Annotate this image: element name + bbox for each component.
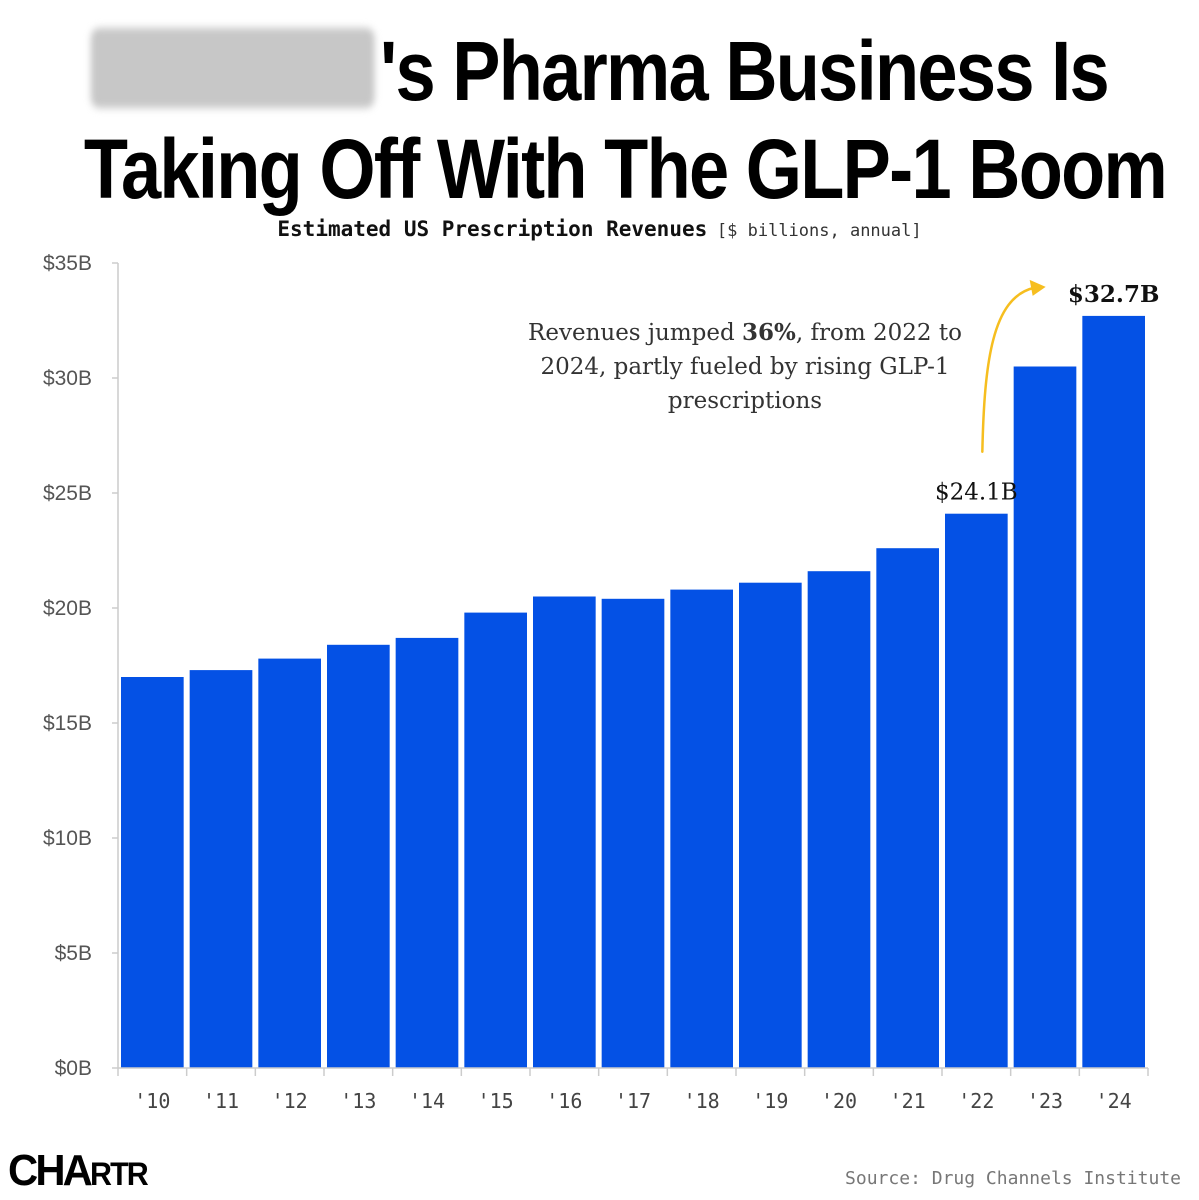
x-tick-label: '11	[203, 1089, 239, 1113]
x-tick-label: '22	[958, 1089, 994, 1113]
bar	[258, 658, 321, 1068]
y-tick-label: $30B	[43, 367, 92, 390]
x-tick-label: '15	[478, 1089, 514, 1113]
chartr-logo: CHARTR	[8, 1146, 149, 1196]
x-tick-label: '14	[409, 1089, 445, 1113]
y-axis: $0B $5B $10B $15B $20B $25B $30B $35B	[43, 252, 119, 1080]
chart-annotation: Revenues jumped 36%, from 2022 to 2024, …	[520, 316, 970, 418]
y-tick-label: $0B	[55, 1057, 92, 1080]
bar	[533, 596, 596, 1068]
chart-subtitle: Estimated US Prescription Revenues [$ bi…	[0, 217, 1199, 241]
data-label: $32.7B	[1068, 281, 1159, 308]
bar	[1082, 315, 1145, 1068]
bar	[395, 637, 459, 1068]
annotation-text-before: Revenues jumped	[528, 320, 743, 346]
bar	[807, 571, 871, 1068]
data-label: $24.1B	[935, 480, 1018, 506]
x-tick-label: '24	[1096, 1089, 1132, 1113]
subtitle-unit: [$ billions, annual]	[716, 221, 922, 241]
y-tick-label: $5B	[55, 942, 92, 965]
chart-title: 's Pharma Business Is Taking Off With Th…	[83, 22, 1168, 218]
x-tick-label: '21	[890, 1089, 926, 1113]
y-tick-label: $15B	[43, 712, 92, 735]
x-tick-label: '13	[340, 1089, 376, 1113]
logo-text-big: CHA	[8, 1146, 93, 1195]
x-tick-label: '18	[684, 1089, 720, 1113]
bar	[121, 677, 184, 1068]
x-tick-label: '10	[134, 1089, 170, 1113]
source-note: Source: Drug Channels Institute	[845, 1168, 1181, 1189]
bar	[327, 644, 390, 1068]
x-tick-label: '23	[1027, 1089, 1063, 1113]
bars	[121, 315, 1145, 1068]
bar	[1013, 366, 1077, 1068]
x-tick-label: '17	[615, 1089, 651, 1113]
x-tick-label: '20	[821, 1089, 857, 1113]
data-labels: $24.1B $32.7B	[935, 281, 1159, 506]
title-line-1-text: 's Pharma Business Is	[380, 24, 1110, 118]
growth-arrow-icon	[981, 279, 1046, 453]
bar	[601, 598, 665, 1068]
logo-text-small: RTR	[90, 1156, 149, 1192]
bar	[464, 612, 527, 1068]
y-tick-label: $35B	[43, 252, 92, 275]
y-tick-label: $10B	[43, 827, 92, 850]
bar	[739, 582, 802, 1068]
annotation-highlight: 36%	[742, 319, 796, 346]
x-tick-label: '12	[272, 1089, 308, 1113]
redacted-company-name	[91, 28, 375, 108]
annotation-text-after: , from 2022 to 2024, partly fueled by ri…	[540, 320, 962, 414]
x-tick-label: '19	[752, 1089, 788, 1113]
bar	[876, 548, 939, 1068]
bar	[189, 670, 253, 1068]
x-axis: '10 '11 '12 '13 '14 '15 '16 '17 '18 '19 '20 '21 '22 '…	[117, 1067, 1149, 1113]
subtitle-main: Estimated US Prescription Revenues	[277, 217, 708, 241]
bar	[945, 513, 1008, 1068]
title-line-1: 's Pharma Business Is	[84, 22, 1115, 120]
y-tick-label: $20B	[43, 597, 92, 620]
bar	[670, 589, 733, 1068]
title-line-2: Taking Off With The GLP-1 Boom	[83, 122, 1168, 216]
y-tick-label: $25B	[43, 482, 92, 505]
x-tick-label: '16	[546, 1089, 582, 1113]
